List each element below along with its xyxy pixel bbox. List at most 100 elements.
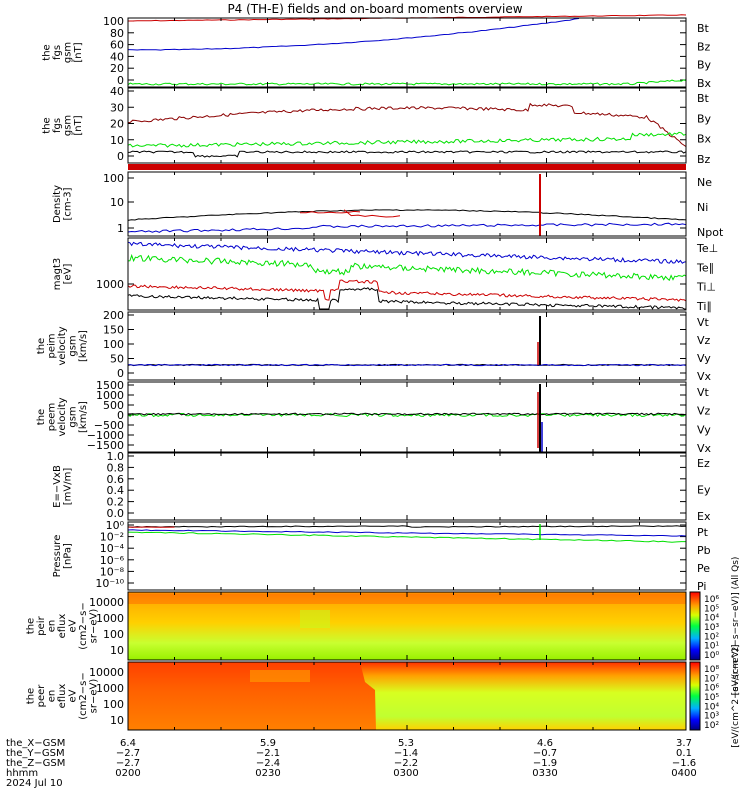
legend-Vx: Vx [697, 442, 712, 455]
y-tick-label: 0 [117, 74, 124, 87]
y-tick-label: 10000 [89, 666, 124, 679]
ylabel-line: fgs [52, 118, 63, 133]
colorbar-tick-label: 10⁰ [704, 651, 719, 661]
ylabel-line: Pressure [52, 535, 63, 578]
panel-frame [127, 311, 687, 381]
legend-Npot: Npot [697, 226, 724, 239]
ylabel-line: the [26, 688, 37, 704]
panel-frame [127, 452, 687, 521]
ylabel-line: gsm [62, 115, 73, 136]
y-tick-label: 1000 [96, 612, 124, 625]
colorbar [689, 661, 701, 731]
y-tick-label: 20 [110, 118, 124, 131]
colorbar-tick-label: 10² [704, 721, 719, 731]
series-npot [127, 222, 687, 233]
series-by [127, 18, 580, 51]
legend-Ex: Ex [697, 510, 711, 523]
ylabel-line: [cm-3] [62, 187, 73, 220]
colorbar-tick-label: 10¹ [704, 642, 719, 652]
y-tick-label: 200 [103, 309, 124, 322]
spectrogram-high-band [128, 594, 686, 604]
colorbar-label: [eV/(cm^2−s−sr−eV)] [731, 644, 741, 747]
y-tick-label: 10⁻² [100, 531, 124, 544]
y-tick-label: 0.6 [107, 473, 125, 486]
series-vt [128, 412, 687, 416]
colorbar-tick-label: 10⁵ [704, 604, 719, 614]
legend-Pi: Pi [697, 580, 706, 593]
panel-temperature: magt3 [eV] 1000 Te⊥ Te∥ Ti⊥ Ti∥ [52, 237, 718, 313]
x-axis-value: 0300 [393, 768, 418, 779]
legend-Bx: Bx [697, 133, 712, 146]
series-te-par [127, 287, 687, 310]
y-tick-label: 10⁰ [106, 519, 125, 532]
legend-By: By [697, 112, 712, 125]
colorbar-tick-label: 10⁷ [704, 674, 719, 684]
y-tick-label: 1500 [96, 379, 124, 392]
series-ne-b [300, 210, 361, 214]
colorbar-tick-label: 10⁸ [704, 665, 719, 675]
ylabel-line: [nT] [73, 42, 84, 62]
y-tick-label: 150 [103, 324, 124, 337]
series-te-perp [127, 279, 687, 302]
ylabel-line: sr−eV) [89, 609, 100, 644]
y-tick-label: 100 [103, 698, 124, 711]
ylabel-line: peer [36, 684, 47, 708]
legend-Vy: Vy [697, 423, 711, 436]
ylabel-line: eV [68, 689, 79, 702]
colorbar-tick-label: 10³ [704, 712, 719, 722]
x-axis-value: −1.9 [533, 758, 557, 769]
ylabel-line: velocity [57, 397, 68, 436]
series-ti-par [127, 253, 687, 282]
series-bt [127, 102, 687, 148]
legend-Te⊥: Te⊥ [696, 242, 718, 255]
colorbar-tick-label: 10⁶ [704, 684, 719, 694]
panel-fgs_clipped: the fgs gsm [nT] 40 30 20 10 0 Bt By Bx Bz [41, 85, 712, 170]
x-axis-value: 5.9 [260, 738, 276, 749]
series-by [127, 131, 687, 148]
legend-Ey: Ey [697, 484, 711, 497]
legend-Ez: Ez [697, 457, 710, 470]
x-axis-value: −2.7 [116, 748, 140, 759]
y-tick-label: 0.0 [107, 507, 125, 520]
x-axis-value: −2.4 [256, 758, 280, 769]
ylabel-line: eV [68, 619, 79, 632]
y-tick-label: 30 [110, 101, 124, 114]
y-tick-label: 0 [117, 367, 124, 380]
colorbar-tick-label: 10⁴ [704, 614, 719, 624]
panel-peer_spectrogram: the peer en eflux eV (cm2−s− sr−eV)10000 1000 10… [26, 644, 742, 747]
x-axis-value: −1.4 [394, 748, 418, 759]
legend-Vz: Vz [697, 405, 711, 418]
x-axis-row-label: the_X−GSM [6, 738, 65, 749]
y-tick-label: 50 [110, 353, 124, 366]
panel-density: Density [cm-3] 100 10 1 Ne Ni Npot [52, 171, 724, 239]
legend-Pb: Pb [697, 544, 711, 557]
series-ne-a [343, 209, 401, 218]
legend-Bz: Bz [697, 40, 711, 53]
panel-frame [127, 381, 687, 453]
legend-Vy: Vy [697, 352, 711, 365]
colorbar-tick-label: 10⁴ [704, 702, 719, 712]
legend-Bz: Bz [697, 153, 711, 166]
x-axis-value: −2.7 [116, 758, 140, 769]
x-axis-value: 0200 [115, 768, 140, 779]
y-tick-label: 10⁻⁶ [100, 554, 125, 567]
legend-Vt: Vt [697, 386, 710, 399]
legend-Te∥: Te∥ [696, 261, 714, 274]
legend-Ne: Ne [697, 176, 712, 189]
y-tick-label: 500 [103, 399, 124, 412]
ylabel-line: E=−VxB [52, 465, 63, 508]
panel-frame [127, 521, 687, 591]
colorbar [689, 591, 701, 661]
y-tick-label: 80 [110, 27, 124, 40]
ylabel-line: velocity [57, 326, 68, 365]
ylabel-line: the [41, 44, 52, 60]
legend-Ti⊥: Ti⊥ [696, 281, 716, 294]
x-axis-row-label: hhmm [6, 768, 38, 779]
ylabel-line: [mV/m] [62, 468, 73, 506]
colorbar-tick-label: 10⁶ [704, 595, 719, 605]
series-vx [127, 363, 687, 367]
x-axis-value: −0.7 [533, 748, 557, 759]
legend-By: By [697, 59, 712, 72]
